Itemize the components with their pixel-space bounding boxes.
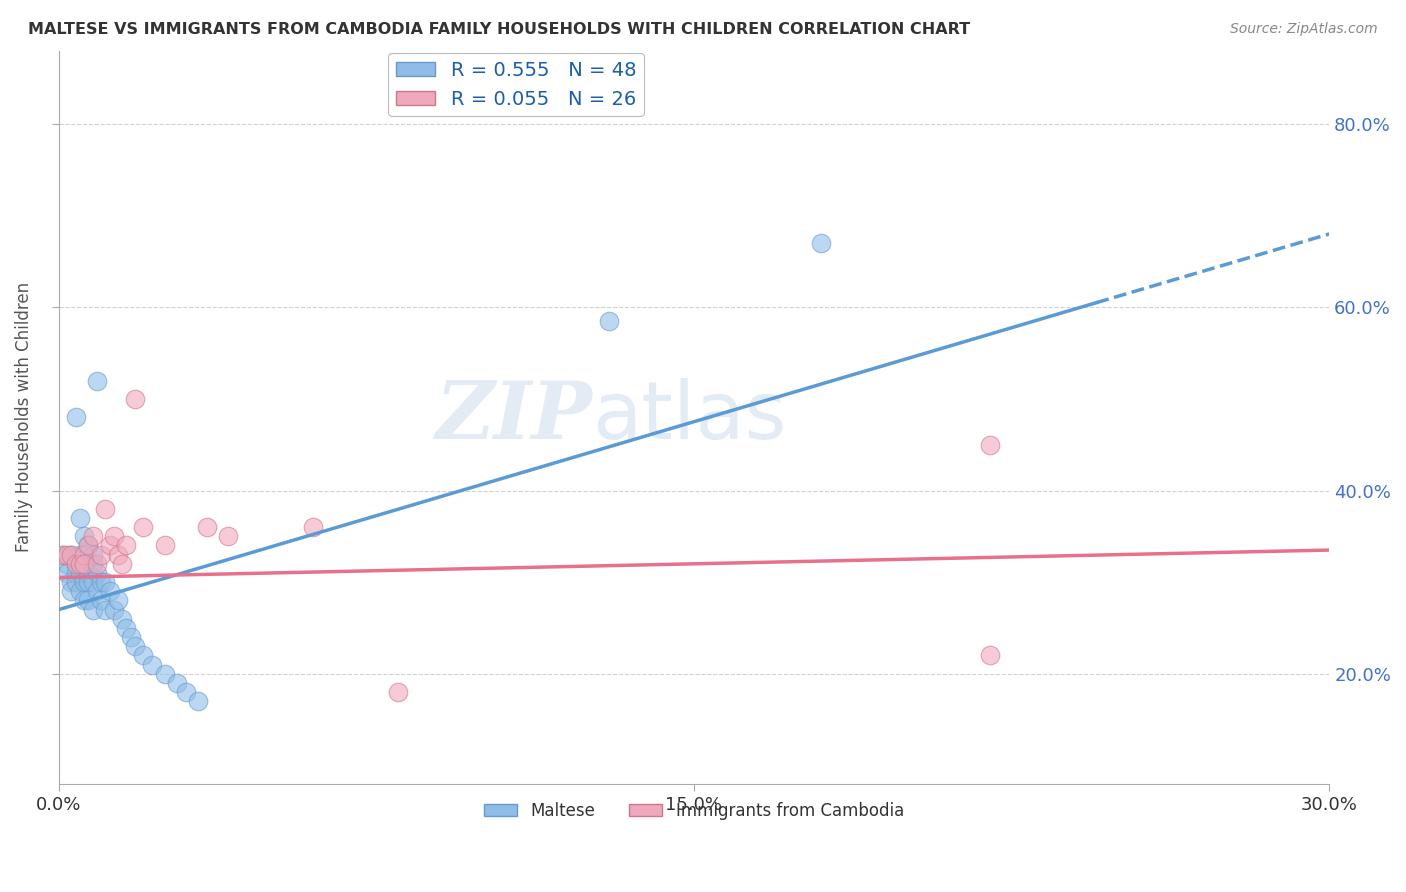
Point: [82, 575, 104, 590]
Point: [65, 557, 87, 571]
Text: atlas: atlas: [592, 378, 787, 456]
Point: [60, 575, 83, 590]
Point: [65, 557, 87, 571]
Point: [73, 593, 96, 607]
Point: [94, 602, 117, 616]
Point: [56, 557, 79, 571]
Point: [77, 566, 100, 580]
Point: [73, 575, 96, 590]
Point: [60, 584, 83, 599]
Point: [107, 548, 129, 562]
Point: [187, 694, 209, 708]
Point: [73, 557, 96, 571]
Point: [132, 520, 155, 534]
Text: ZIP: ZIP: [436, 378, 592, 456]
Point: [387, 685, 409, 699]
Point: [217, 529, 239, 543]
Point: [153, 539, 176, 553]
Point: [90, 575, 112, 590]
Point: [73, 529, 96, 543]
Point: [111, 612, 134, 626]
Point: [73, 548, 96, 562]
Point: [166, 676, 188, 690]
Point: [69, 557, 91, 571]
Text: MALTESE VS IMMIGRANTS FROM CAMBODIA FAMILY HOUSEHOLDS WITH CHILDREN CORRELATION : MALTESE VS IMMIGRANTS FROM CAMBODIA FAMI…: [28, 22, 970, 37]
Text: Source: ZipAtlas.com: Source: ZipAtlas.com: [1230, 22, 1378, 37]
Point: [65, 575, 87, 590]
Point: [69, 566, 91, 580]
Point: [82, 548, 104, 562]
Point: [65, 566, 87, 580]
Point: [103, 529, 125, 543]
Point: [111, 557, 134, 571]
Point: [301, 520, 323, 534]
Point: [810, 236, 832, 251]
Point: [82, 529, 104, 543]
Point: [94, 501, 117, 516]
Point: [82, 602, 104, 616]
Point: [115, 539, 138, 553]
Point: [979, 438, 1001, 452]
Point: [52, 548, 75, 562]
Point: [124, 640, 146, 654]
Point: [103, 602, 125, 616]
Point: [73, 557, 96, 571]
Point: [86, 374, 108, 388]
Point: [120, 630, 142, 644]
Point: [86, 566, 108, 580]
Point: [124, 392, 146, 406]
Point: [77, 575, 100, 590]
Point: [979, 648, 1001, 663]
Point: [77, 539, 100, 553]
Point: [69, 584, 91, 599]
Point: [90, 548, 112, 562]
Point: [195, 520, 218, 534]
Point: [98, 539, 121, 553]
Y-axis label: Family Households with Children: Family Households with Children: [15, 282, 32, 552]
Point: [77, 539, 100, 553]
Point: [65, 410, 87, 425]
Point: [52, 548, 75, 562]
Point: [115, 621, 138, 635]
Point: [94, 575, 117, 590]
Point: [69, 511, 91, 525]
Point: [60, 548, 83, 562]
Point: [132, 648, 155, 663]
Point: [86, 584, 108, 599]
Point: [56, 566, 79, 580]
Point: [107, 593, 129, 607]
Point: [86, 557, 108, 571]
Point: [174, 685, 197, 699]
Point: [56, 548, 79, 562]
Point: [82, 557, 104, 571]
Point: [98, 584, 121, 599]
Point: [90, 593, 112, 607]
Point: [77, 593, 100, 607]
Legend: Maltese, Immigrants from Cambodia: Maltese, Immigrants from Cambodia: [478, 796, 911, 827]
Point: [60, 548, 83, 562]
Point: [69, 548, 91, 562]
Point: [153, 666, 176, 681]
Point: [598, 314, 620, 328]
Point: [141, 657, 163, 672]
